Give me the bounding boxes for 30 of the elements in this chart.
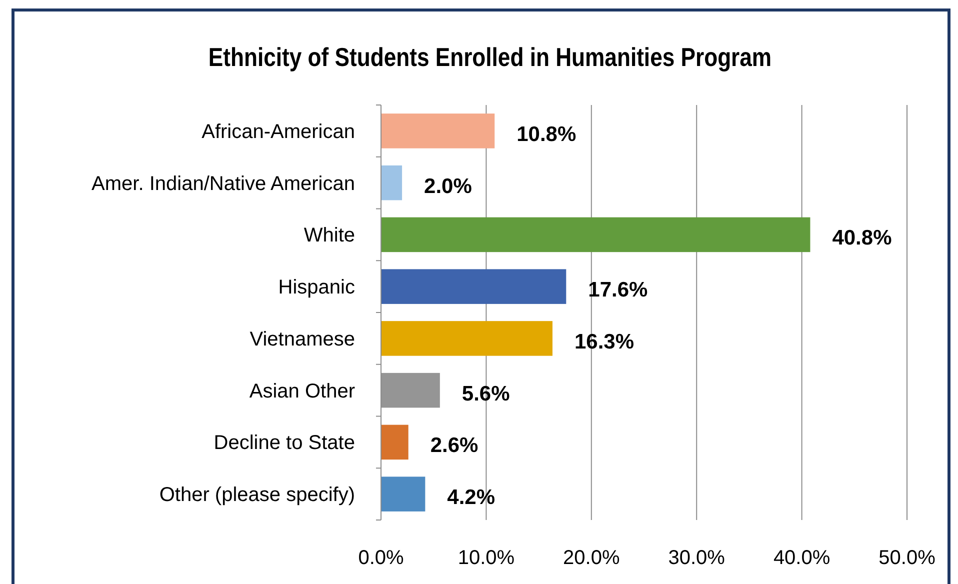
x-tick-label: 40.0% xyxy=(773,547,830,569)
y-tick-label: Asian Other xyxy=(249,380,356,402)
y-tick-label: Hispanic xyxy=(278,276,355,299)
data-label: 17.6% xyxy=(588,278,648,302)
data-label: 4.2% xyxy=(447,486,496,510)
bar xyxy=(381,269,566,304)
bar xyxy=(381,114,495,148)
x-tick-label: 10.0% xyxy=(458,547,515,569)
bar xyxy=(381,217,810,252)
bar xyxy=(381,321,552,356)
y-tick-label: White xyxy=(304,224,355,247)
y-tick-label: African-American xyxy=(202,120,355,143)
x-tick-label: 0.0% xyxy=(358,547,404,569)
data-label: 16.3% xyxy=(574,330,634,354)
chart-title: Ethnicity of Students Enrolled in Humanities Program xyxy=(208,43,772,72)
y-tick-label: Vietnamese xyxy=(250,328,355,350)
x-tick-label: 20.0% xyxy=(563,547,620,569)
y-tick-label: Amer. Indian/Native American xyxy=(92,172,355,195)
x-tick-label: 30.0% xyxy=(668,547,726,569)
data-label: 5.6% xyxy=(462,382,510,406)
data-label: 10.8% xyxy=(516,122,576,146)
data-label: 2.6% xyxy=(430,434,479,458)
x-tick-label: 50.0% xyxy=(878,547,936,569)
y-tick-label: Decline to State xyxy=(214,432,355,454)
data-label: 40.8% xyxy=(832,226,892,250)
bar xyxy=(381,424,408,460)
y-tick-label: Other (please specify) xyxy=(159,484,355,506)
bar xyxy=(381,165,402,200)
data-label: 2.0% xyxy=(424,174,472,198)
bar xyxy=(381,476,426,512)
